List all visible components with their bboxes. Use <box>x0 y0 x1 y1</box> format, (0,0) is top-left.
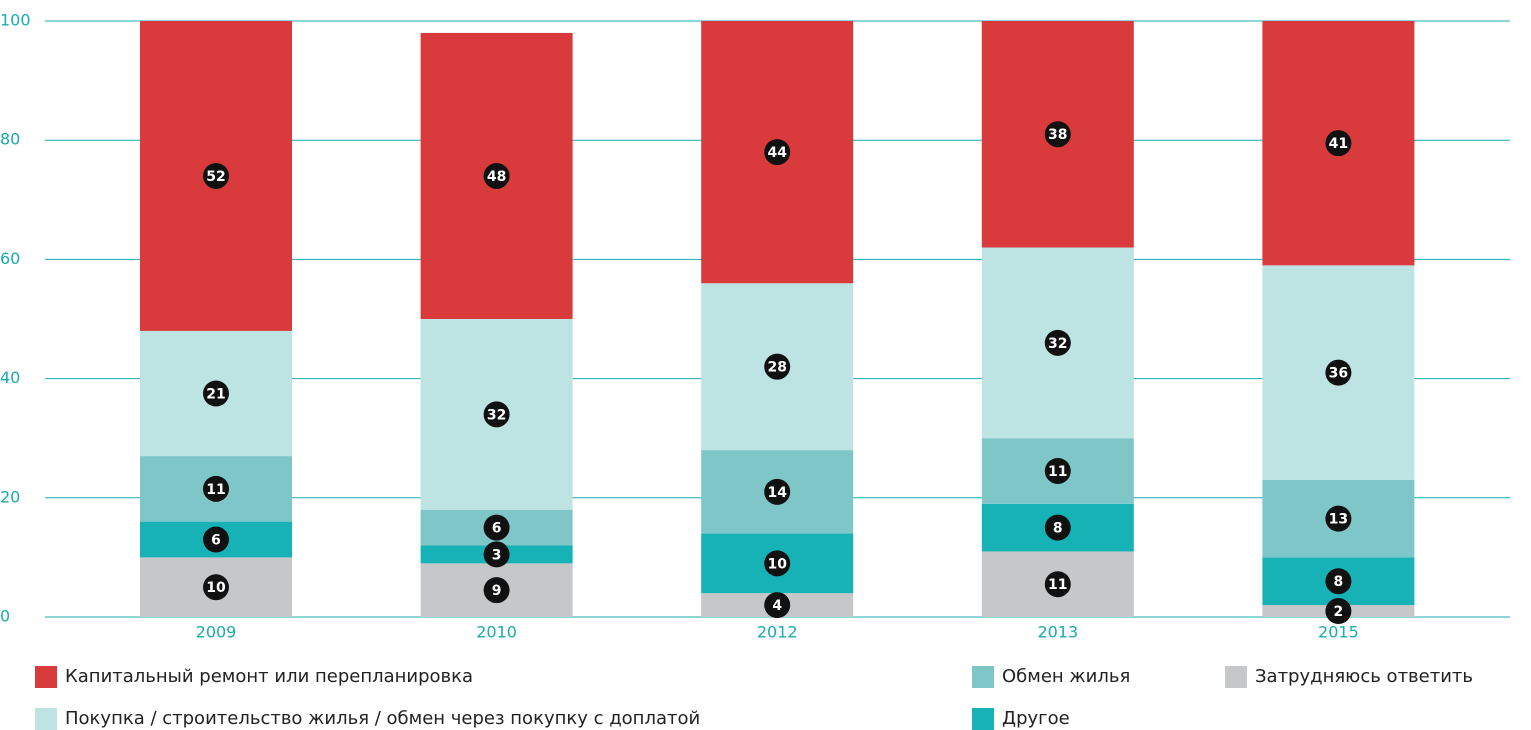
value-label-badge <box>1044 329 1071 356</box>
legend-swatch <box>35 708 57 730</box>
value-label-badge <box>483 577 510 604</box>
value-label: 11 <box>1048 577 1067 593</box>
legend-swatch <box>972 666 994 688</box>
value-label: 52 <box>206 169 225 185</box>
value-label-badge <box>764 478 791 505</box>
value-label: 8 <box>1053 521 1063 537</box>
value-label: 41 <box>1329 136 1348 152</box>
value-label: 48 <box>487 169 506 185</box>
value-label: 21 <box>206 387 225 403</box>
value-label: 3 <box>492 547 502 563</box>
value-label: 6 <box>211 533 221 549</box>
value-label-badge <box>203 574 229 601</box>
value-label: 11 <box>1048 464 1067 480</box>
value-label: 6 <box>492 521 502 537</box>
value-label: 4 <box>772 598 782 614</box>
legend-swatch <box>1225 666 1247 688</box>
y-tick-label: 60 <box>0 249 20 268</box>
value-label-badge <box>483 162 510 189</box>
value-label-badge <box>203 475 229 502</box>
value-label: 36 <box>1329 366 1348 382</box>
value-label: 2 <box>1334 604 1344 620</box>
value-label-badge <box>1325 359 1352 386</box>
legend-label: Другое <box>1002 708 1070 729</box>
value-label: 13 <box>1329 512 1348 528</box>
value-label: 32 <box>487 407 506 423</box>
x-tick-label: 2012 <box>757 623 798 642</box>
y-tick-label: 40 <box>0 368 20 387</box>
y-tick-label: 100 <box>0 11 31 30</box>
value-label-badge <box>764 592 791 619</box>
value-label: 10 <box>206 580 226 596</box>
value-label: 38 <box>1048 127 1067 143</box>
value-label-badge <box>483 401 510 428</box>
legend-label: Обмен жилья <box>1002 666 1130 687</box>
y-tick-label: 0 <box>0 607 10 626</box>
value-label: 28 <box>767 360 786 376</box>
value-label-badge <box>483 541 510 568</box>
value-label: 8 <box>1334 574 1344 590</box>
value-label-badge <box>203 162 229 189</box>
value-label-badge <box>1325 130 1352 157</box>
value-label-badge <box>1044 457 1071 484</box>
legend-label: Покупка / строительство жилья / обмен че… <box>65 708 700 729</box>
value-label-badge <box>764 550 791 577</box>
value-label-badge <box>764 353 791 380</box>
value-label-badge <box>1325 505 1352 532</box>
value-label-badge <box>1325 568 1352 595</box>
value-label: 32 <box>1048 336 1067 352</box>
y-tick-label: 20 <box>0 487 20 506</box>
value-label: 9 <box>492 583 502 599</box>
x-tick-label: 2009 <box>196 623 237 642</box>
value-label: 14 <box>767 485 787 501</box>
value-label-badge <box>1044 514 1071 541</box>
x-tick-label: 2013 <box>1037 623 1078 642</box>
value-label-badge <box>203 526 229 553</box>
y-tick-label: 80 <box>0 130 20 149</box>
value-label-badge <box>1325 598 1352 625</box>
value-label-badge <box>203 380 229 407</box>
value-label: 44 <box>767 145 787 161</box>
x-tick-label: 2010 <box>476 623 517 642</box>
value-label: 11 <box>206 482 225 498</box>
value-label-badge <box>483 514 510 541</box>
legend-label: Капитальный ремонт или перепланировка <box>65 666 473 687</box>
value-label-badge <box>1044 571 1071 598</box>
legend-label: Затрудняюсь ответить <box>1255 666 1473 687</box>
value-label-badge <box>764 139 791 166</box>
legend-swatch <box>972 708 994 730</box>
value-label: 10 <box>767 556 787 572</box>
x-tick-label: 2015 <box>1318 623 1359 642</box>
value-label-badge <box>1044 121 1071 148</box>
legend-swatch <box>35 666 57 688</box>
